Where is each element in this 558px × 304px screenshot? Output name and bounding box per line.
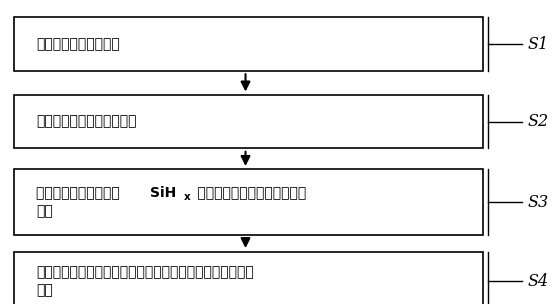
Bar — [14, 170, 483, 235]
Text: 薄膜: 薄膜 — [36, 283, 53, 297]
Text: 薄膜: 薄膜 — [36, 204, 53, 218]
Bar — [14, 18, 483, 71]
Text: x: x — [184, 192, 191, 202]
Text: 对氢化非晶硅薄膜进行退火处理，得到高钝化的氢化非晶硅: 对氢化非晶硅薄膜进行退火处理，得到高钝化的氢化非晶硅 — [36, 265, 254, 279]
Text: S4: S4 — [528, 273, 549, 290]
Text: 在硅片表面预沉积氢等离子: 在硅片表面预沉积氢等离子 — [36, 115, 137, 129]
Bar — [14, 95, 483, 148]
Text: 将单晶硅片清洗并制绒: 将单晶硅片清洗并制绒 — [36, 37, 120, 51]
Text: SiH: SiH — [150, 186, 176, 200]
Text: S2: S2 — [528, 113, 549, 130]
Text: S3: S3 — [528, 194, 549, 211]
Text: 等离子体基团得到氢化非晶硅: 等离子体基团得到氢化非晶硅 — [193, 186, 306, 200]
Text: S1: S1 — [528, 36, 549, 53]
Bar — [14, 252, 483, 304]
Text: 在硅片表面进一步沉积: 在硅片表面进一步沉积 — [36, 186, 124, 200]
